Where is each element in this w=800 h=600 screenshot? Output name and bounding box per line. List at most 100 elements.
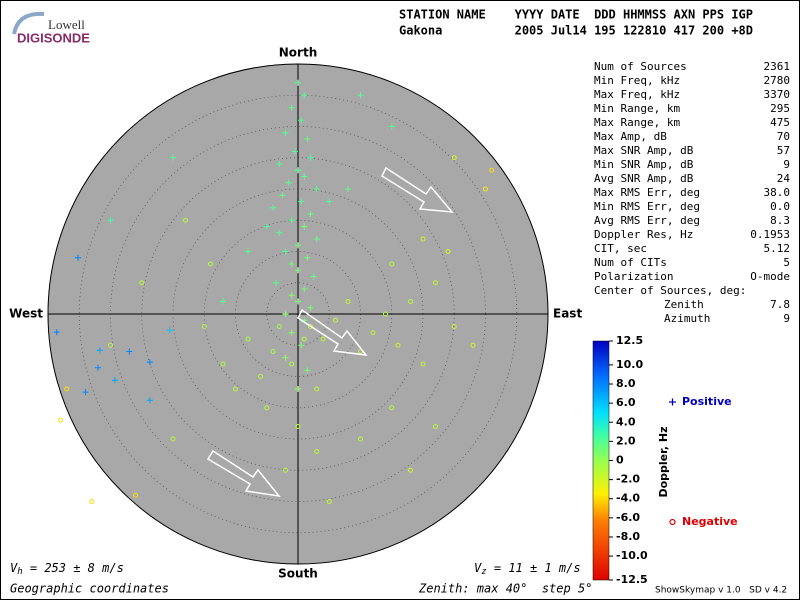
source-circle [358,436,363,442]
stat-label: Avg SNR Amp, dB [594,172,694,185]
source-plus [295,242,301,249]
source-plus [295,267,301,274]
velocity-arrows [206,166,454,498]
source-circle [264,405,270,411]
header-labels: STATION NAME YYYY DATE DDD HHMMSS AXN PP… [399,8,753,22]
source-circle [370,330,376,336]
source-circle [408,299,413,304]
source-circle [445,249,451,254]
stat-label: Min Freq, kHz [594,74,680,87]
source-circle [170,436,176,442]
stat-label: Min SNR Amp, dB [594,158,694,171]
source-circle [395,342,401,348]
vz-sub: z [481,567,486,577]
vz-symbol: V [474,561,482,575]
source-plus [288,329,295,336]
stat-label: Polarization [594,270,673,283]
source-circle [58,417,63,423]
stat-value: 2780 [764,74,791,87]
source-plus [295,386,301,392]
stat-value: 475 [770,116,790,129]
source-plus [357,92,364,99]
source-circle [333,317,338,323]
source-plus [291,148,298,155]
source-circle [483,186,488,192]
source-plus [276,161,283,167]
source-plus [313,236,320,242]
source-plus [282,129,289,136]
source-circle [270,349,276,354]
stat-label: Doppler Res, Hz [594,228,693,241]
source-circle [301,336,307,342]
source-circle [420,236,426,242]
colorbar-tick-label: 8.0 [616,377,636,390]
source-circle [289,361,295,367]
source-circle [314,449,320,454]
south-label: South [278,567,318,581]
source-plus [273,279,280,286]
stat-label: Min Range, km [594,102,680,115]
legend-marker [669,398,676,406]
source-plus [307,304,314,311]
source-circle [489,167,495,173]
source-plus [307,154,314,161]
source-plus [295,298,301,305]
north-label: North [279,46,317,60]
source-plus [166,327,173,334]
colorbar-tick-label: 6.0 [616,396,636,409]
source-circle [308,324,313,329]
source-circle [408,467,413,473]
stat-value: 5 [783,256,790,269]
vz-value: = 11 ± 1 m/s [487,561,581,575]
colorbar-tick-label: 12.5 [616,334,643,347]
west-label: West [9,307,43,321]
stat-value: 0.1953 [750,228,790,241]
center-value: 7.8 [770,298,790,311]
source-plus [282,311,289,317]
center-label: Azimuth [664,312,710,325]
version-text: ShowSkymap v 1.0 SD v 4.2 [655,586,787,596]
source-circle [295,424,301,429]
colorbar-tick-label: 10.0 [616,358,643,371]
source-circle [326,499,332,504]
stat-value: 5.12 [764,242,791,255]
stat-label: Num of Sources [594,60,687,73]
stat-label: Max Amp, dB [594,130,667,143]
stat-value: 8.3 [770,214,790,227]
source-circle [108,342,113,348]
source-plus [310,273,317,280]
source-circle [133,492,138,498]
source-plus [279,192,286,199]
coords-text: Geographic coordinates [10,582,169,596]
colorbar-tick-label: -6.0 [616,511,640,524]
vh-text: Vh = 253 ± 8 m/s [10,561,124,577]
colorbar-tick-label: 0 [616,454,624,467]
stat-value: 24 [777,172,791,185]
source-plus [263,223,270,230]
source-circle [64,386,70,392]
legend-label: Negative [682,515,738,528]
source-plus [95,364,101,371]
source-plus [245,248,251,255]
stat-label: CIT, sec [594,242,647,255]
source-plus [126,348,133,355]
source-circle [433,424,438,429]
source-plus [111,377,118,384]
source-circle [208,261,213,267]
stat-value: 57 [777,144,790,157]
source-circle [314,386,320,392]
source-plus [75,254,81,261]
colorbar-tick-label: -8.0 [616,530,640,543]
source-plus [307,211,314,217]
source-plus [170,154,176,161]
logo-bottom: DIGISONDE [17,30,90,45]
source-plus [96,347,103,354]
source-plus [326,198,333,205]
east-label: East [553,307,582,321]
zenith-text: Zenith: max 40° step 5° [418,582,592,596]
source-circle [276,324,282,329]
source-circle [383,311,388,317]
stat-value: 9 [783,158,790,171]
stat-value: 70 [777,130,790,143]
